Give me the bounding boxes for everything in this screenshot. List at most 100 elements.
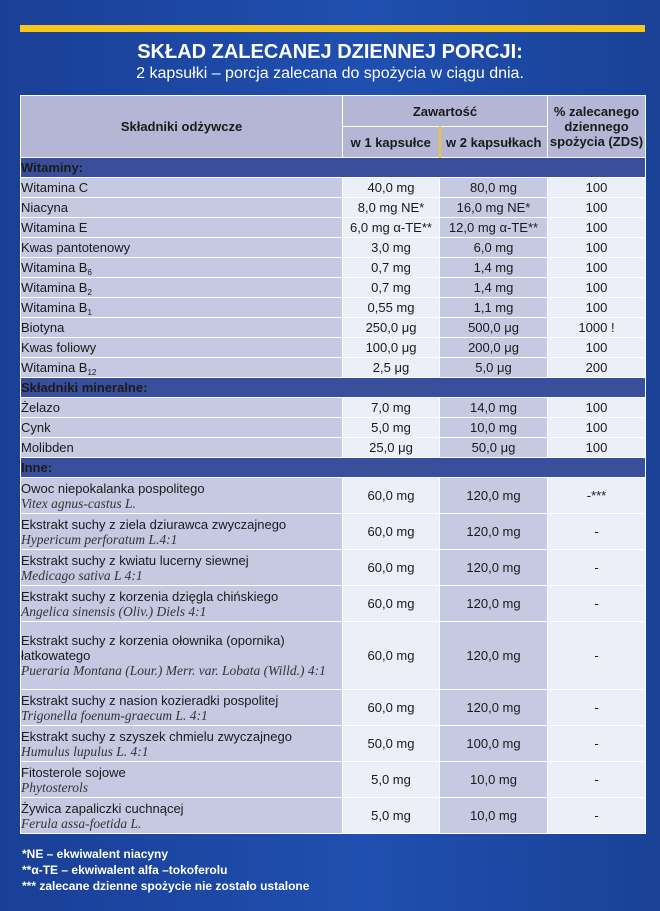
ingredient-name-text: Ekstrakt suchy z nasion kozieradki pospo… <box>21 692 279 708</box>
value-pct: 100 <box>547 417 646 438</box>
value-two-capsules: 16,0 mg NE* <box>439 197 548 218</box>
latin-name: Angelica sinensis (Oliv.) Diels 4:1 <box>21 603 207 619</box>
ingredient-name: Biotyna <box>21 320 342 335</box>
ingredient-name-text: Żywica zapaliczki cuchnącej <box>21 800 184 816</box>
latin-name: Vitex agnus-castus L. <box>21 495 136 511</box>
value-two-capsules: 500,0 μg <box>439 317 548 338</box>
value-one-capsule: 60,0 mg <box>342 621 440 690</box>
ingredient-name: Kwas pantotenowy <box>21 240 342 255</box>
header-one-capsule: w 1 kapsułce <box>342 126 441 158</box>
ingredient-name-text: Witamina E <box>21 220 88 235</box>
ingredient-name-text: Niacyna <box>21 200 68 215</box>
value-one-capsule: 3,0 mg <box>342 237 440 258</box>
value-pct: 200 <box>547 357 646 378</box>
ingredient-name: Żelazo <box>21 400 342 415</box>
ingredient-name: Molibden <box>21 440 342 455</box>
ingredient-cell: Witamina E <box>20 217 343 238</box>
value-one-capsule: 5,0 mg <box>342 797 440 834</box>
table-row: Ekstrakt suchy z kwiatu lucerny siewnej M… <box>20 549 646 586</box>
ingredient-name: Witamina B12 <box>21 360 342 377</box>
ingredient-cell: Niacyna <box>20 197 343 218</box>
ingredient-cell: Kwas foliowy <box>20 337 343 358</box>
header-pct: % zalecanego dziennego spożycia (ZDS) <box>547 95 646 158</box>
table-row: Ekstrakt suchy z nasion kozieradki pospo… <box>20 689 646 726</box>
latin-name: Humulus lupulus L. 4:1 <box>21 743 149 759</box>
ingredient-name-text: Witamina B <box>21 360 88 375</box>
table-row: Cynk 5,0 mg 10,0 mg 100 <box>20 417 646 438</box>
value-pct: - <box>547 621 646 690</box>
vitamin-subscript: 6 <box>87 268 92 277</box>
ingredient-cell: Ekstrakt suchy z nasion kozieradki pospo… <box>20 689 343 726</box>
ingredient-cell: Biotyna <box>20 317 343 338</box>
section-header: Składniki mineralne: <box>20 377 646 398</box>
nutrition-table: Składniki odżywcze Zawartość % zalecaneg… <box>20 95 646 834</box>
ingredient-name: Żywica zapaliczki cuchnącej <box>21 801 342 816</box>
footnotes: *NE – ekwiwalent niacyny **α-TE – ekwiwa… <box>22 846 309 894</box>
value-one-capsule: 100,0 μg <box>342 337 440 358</box>
footnote-zds: *** zalecane dzienne spożycie nie został… <box>22 879 310 893</box>
ingredient-cell: Molibden <box>20 437 343 458</box>
value-pct: - <box>547 725 646 762</box>
table-row: Żelazo 7,0 mg 14,0 mg 100 <box>20 397 646 418</box>
ingredient-name-text: Kwas pantotenowy <box>21 240 131 255</box>
ingredient-cell: Witamina B2 <box>20 277 343 298</box>
ingredient-name: Witamina C <box>21 180 342 195</box>
value-two-capsules: 50,0 μg <box>439 437 548 458</box>
ingredient-name-text: Owoc niepokalanka pospolitego <box>21 480 205 496</box>
ingredient-name: Witamina B6 <box>21 260 342 277</box>
vitamin-subscript: 1 <box>87 308 92 317</box>
value-one-capsule: 7,0 mg <box>342 397 440 418</box>
value-one-capsule: 60,0 mg <box>342 477 440 514</box>
table-row: Molibden 25,0 μg 50,0 μg 100 <box>20 437 646 458</box>
ingredient-cell: Witamina C <box>20 177 343 198</box>
value-pct: - <box>547 549 646 586</box>
ingredient-name-text: Ekstrakt suchy z szyszek chmielu zwyczaj… <box>21 728 292 744</box>
ingredient-cell: Ekstrakt suchy z korzenia ołownika (opor… <box>20 621 343 690</box>
table-row: Witamina B2 0,7 mg 1,4 mg 100 <box>20 277 646 298</box>
value-pct: 100 <box>547 237 646 258</box>
value-pct: 100 <box>547 297 646 318</box>
latin-name: Medicago sativa L 4:1 <box>21 567 143 583</box>
ingredient-name: Owoc niepokalanka pospolitego <box>21 481 342 496</box>
latin-name: Pueraria Montana (Lour.) Merr. var. Loba… <box>21 663 326 678</box>
value-one-capsule: 60,0 mg <box>342 689 440 726</box>
value-two-capsules: 120,0 mg <box>439 513 548 550</box>
value-one-capsule: 40,0 mg <box>342 177 440 198</box>
table-row: Fitosterole sojowe Phytosterols 5,0 mg 10,0… <box>20 761 646 798</box>
ingredient-cell: Żelazo <box>20 397 343 418</box>
value-two-capsules: 12,0 mg α-TE** <box>439 217 548 238</box>
header-content: Zawartość <box>342 95 548 127</box>
ingredient-name-text: Ekstrakt suchy z korzenia ołownika (opor… <box>21 633 285 663</box>
value-pct: 100 <box>547 437 646 458</box>
value-one-capsule: 8,0 mg NE* <box>342 197 440 218</box>
table-row: Niacyna 8,0 mg NE* 16,0 mg NE* 100 <box>20 197 646 218</box>
latin-name: Phytosterols <box>21 779 88 795</box>
header-ingredients: Składniki odżywcze <box>20 95 343 158</box>
value-pct: 100 <box>547 397 646 418</box>
value-one-capsule: 0,7 mg <box>342 257 440 278</box>
value-two-capsules: 1,4 mg <box>439 277 548 298</box>
value-one-capsule: 50,0 mg <box>342 725 440 762</box>
ingredient-cell: Ekstrakt suchy z szyszek chmielu zwyczaj… <box>20 725 343 762</box>
table-row: Kwas foliowy 100,0 μg 200,0 μg 100 <box>20 337 646 358</box>
value-two-capsules: 14,0 mg <box>439 397 548 418</box>
value-pct: 100 <box>547 217 646 238</box>
latin-name: Trigonella foenum-graecum L. 4:1 <box>21 707 208 723</box>
value-two-capsules: 200,0 μg <box>439 337 548 358</box>
value-pct: - <box>547 761 646 798</box>
header-two-capsules: w 2 kapsułkach <box>439 126 548 158</box>
ingredient-name-text: Witamina B <box>21 260 88 275</box>
table-row: Witamina E 6,0 mg α-TE** 12,0 mg α-TE** 100 <box>20 217 646 238</box>
value-one-capsule: 60,0 mg <box>342 585 440 622</box>
ingredient-name-text: Molibden <box>21 440 74 455</box>
ingredient-name-text: Witamina B <box>21 280 88 295</box>
value-one-capsule: 60,0 mg <box>342 549 440 586</box>
ingredient-name: Niacyna <box>21 200 342 215</box>
ingredient-name-text: Żelazo <box>21 400 61 415</box>
ingredient-name-text: Cynk <box>21 420 51 435</box>
ingredient-name-text: Fitosterole sojowe <box>21 764 126 780</box>
value-pct: 100 <box>547 257 646 278</box>
value-pct: - <box>547 797 646 834</box>
value-two-capsules: 10,0 mg <box>439 417 548 438</box>
value-two-capsules: 120,0 mg <box>439 549 548 586</box>
